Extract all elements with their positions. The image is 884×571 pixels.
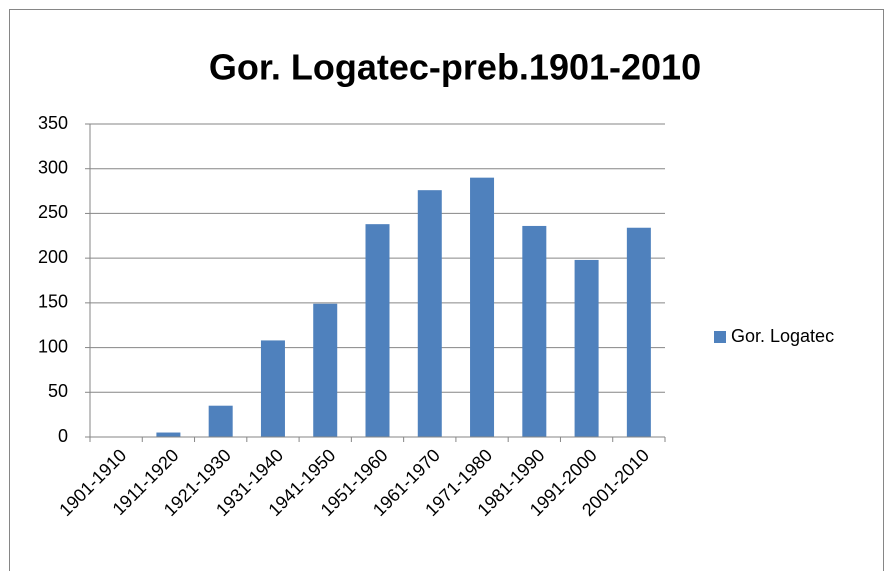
bar <box>522 225 547 437</box>
y-tick-label: 350 <box>38 113 68 133</box>
y-tick-label: 100 <box>38 336 68 356</box>
chart-frame <box>9 9 884 571</box>
y-tick-label: 0 <box>58 426 68 446</box>
y-tick-label: 50 <box>48 381 68 401</box>
y-tick-label: 200 <box>38 247 68 267</box>
legend-swatch <box>714 331 726 343</box>
bar <box>208 405 233 437</box>
bar <box>156 432 181 437</box>
bar <box>574 259 599 437</box>
bar <box>470 177 495 437</box>
bar <box>365 224 390 437</box>
y-tick-label: 250 <box>38 202 68 222</box>
y-tick-label: 150 <box>38 292 68 312</box>
bar <box>260 340 285 437</box>
bar <box>313 303 338 437</box>
bar <box>626 227 651 437</box>
legend-label: Gor. Logatec <box>731 326 834 346</box>
bar <box>417 190 442 437</box>
y-tick-label: 300 <box>38 157 68 177</box>
chart-title: Gor. Logatec-preb.1901-2010 <box>209 47 701 88</box>
